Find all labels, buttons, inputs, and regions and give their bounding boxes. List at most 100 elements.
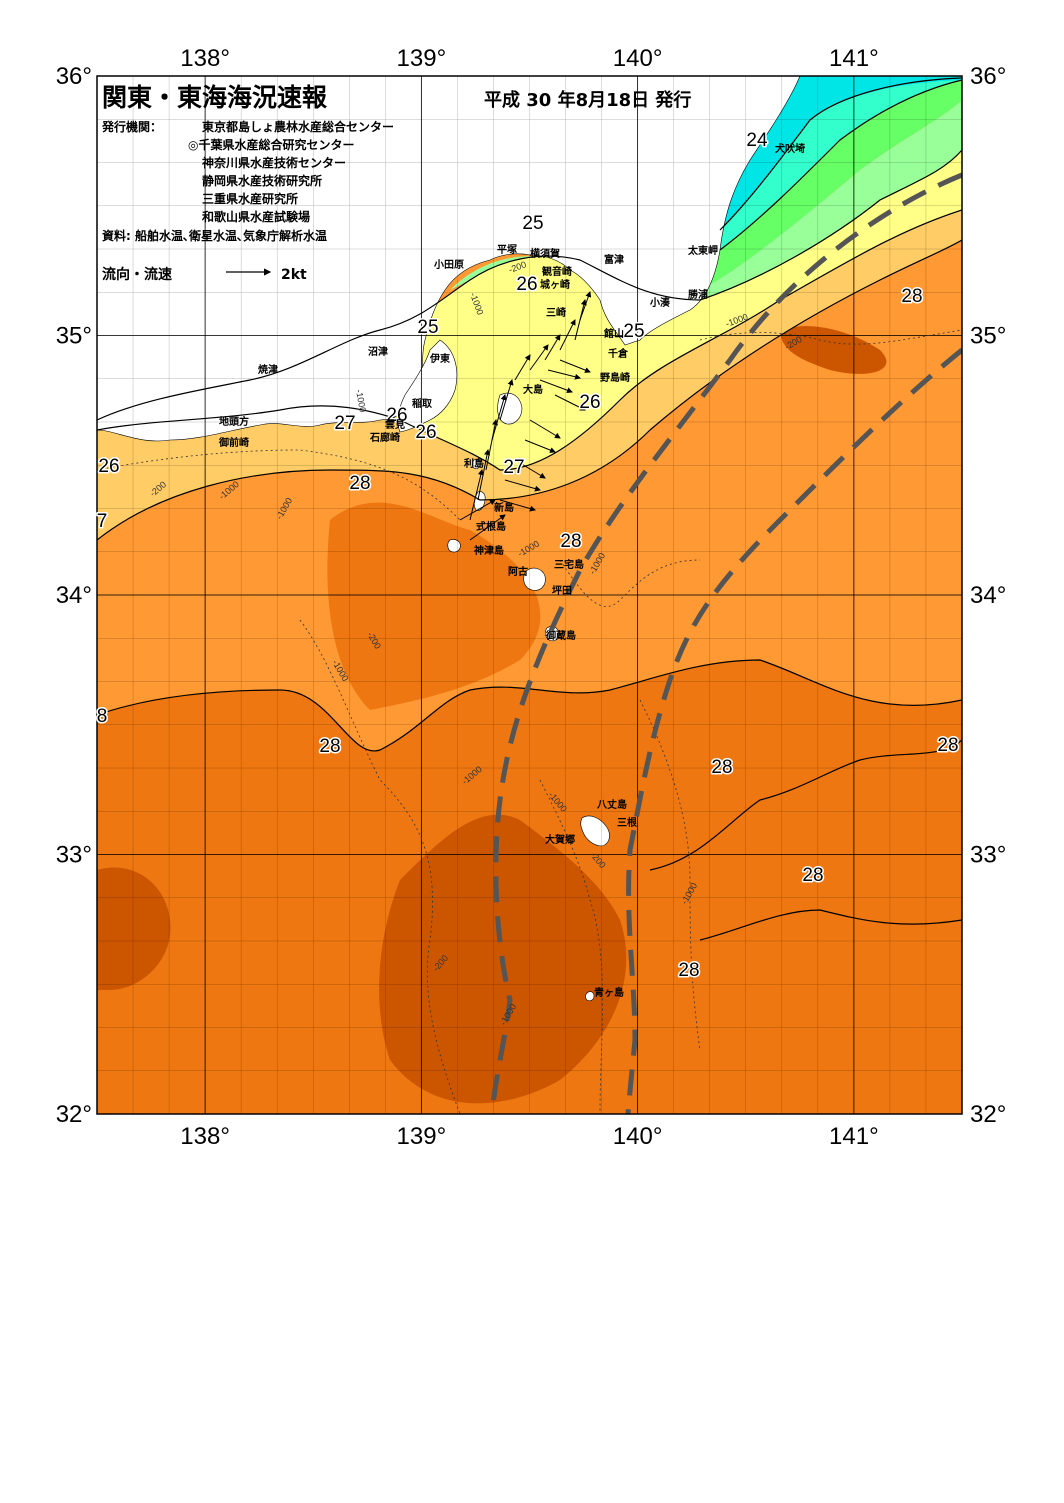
current-arrow	[579, 291, 592, 321]
place-name: 勝浦	[688, 288, 708, 301]
place-name: 小湊	[649, 296, 671, 309]
place-name: 富津	[604, 253, 624, 266]
lat-label-right: 35°	[970, 323, 1006, 350]
legend-value: 2kt	[281, 267, 307, 283]
isotherm-label: 26	[386, 405, 407, 426]
place-name: 坪田	[552, 584, 572, 597]
isotherm-label: 26	[415, 422, 436, 443]
lat-label-right: 34°	[970, 582, 1006, 609]
band-30c-region	[780, 326, 887, 374]
current-arrow	[514, 354, 531, 381]
issue-date: 平成 30 年8月18日 発行	[484, 89, 691, 111]
publisher-item: 和歌山県水産試験場	[201, 209, 310, 224]
place-name: 野島崎	[600, 371, 630, 384]
land-mass	[523, 567, 546, 591]
isotherm-label: 25	[417, 317, 438, 338]
place-name: 御前崎	[218, 436, 249, 449]
isotherm-label: 28	[678, 960, 699, 981]
lon-label-bottom: 141°	[829, 1123, 879, 1150]
isotherm-label: 25	[623, 321, 644, 342]
current-arrow	[499, 499, 536, 512]
current-arrow	[469, 514, 506, 541]
land-mass	[397, 339, 458, 433]
band-24-region	[700, 80, 962, 290]
place-name: 沼津	[368, 345, 388, 358]
isotherm-label: 28	[319, 736, 340, 757]
place-name: 神津島	[474, 544, 504, 557]
lon-label-top: 138°	[180, 45, 230, 72]
place-name: 焼津	[258, 363, 278, 376]
current-arrow	[477, 449, 490, 501]
publisher-item: 東京都島しょ農林水産総合センター	[202, 119, 394, 134]
land-mass	[585, 991, 595, 1002]
isotherm-label: 24	[746, 130, 768, 151]
place-name: 地頭方	[219, 415, 249, 428]
publisher-item: 三重県水産研究所	[202, 191, 298, 206]
place-name: 犬吠埼	[775, 142, 805, 155]
place-name: 利島	[464, 457, 484, 470]
isotherm-label: 7	[97, 511, 108, 532]
current-arrow	[529, 419, 561, 439]
band-cold2-region	[720, 76, 962, 230]
map-frame	[96, 75, 963, 1115]
current-arrow	[559, 359, 591, 373]
place-name: 小田原	[433, 258, 464, 271]
land-mass	[472, 459, 481, 470]
place-name: 御蔵島	[545, 629, 576, 642]
place-name: 伊東	[429, 352, 450, 365]
place-name: 大賀郷	[545, 833, 575, 846]
lon-label-bottom: 138°	[180, 1123, 230, 1150]
data-source: 資料: 船舶水温､衛星水温､気象庁解析水温	[102, 228, 327, 243]
current-arrow	[469, 469, 484, 521]
place-name: 平塚	[497, 243, 517, 256]
lon-label-top: 141°	[829, 45, 879, 72]
isotherm-label: 28	[349, 473, 370, 494]
current-arrow	[504, 479, 541, 492]
publisher-item: ◎千葉県水産総合研究センター	[188, 137, 354, 152]
band-27-region	[97, 210, 962, 540]
place-name: 千倉	[608, 347, 629, 360]
lat-label-left: 34°	[56, 582, 92, 609]
publishers-list: 東京都島しょ農林水産総合センター ◎千葉県水産総合研究センター神奈川県水産技術セン…	[188, 119, 394, 224]
current-vectors	[459, 291, 592, 541]
current-arrow	[559, 319, 576, 351]
place-name: 八丈島	[596, 798, 627, 811]
isotherm-label: 27	[503, 457, 524, 478]
current-arrow	[499, 379, 514, 421]
lat-label-left: 35°	[56, 323, 92, 350]
place-name: 大島	[523, 383, 543, 396]
legend-label: 流向・流速	[102, 266, 172, 283]
isotherm-labels: 24 25 26 25 25 27 26 26 26 26 27 28 28 28 28 28 28 28 28 7 8	[95, 129, 960, 983]
depth-label: -1000	[354, 389, 368, 413]
current-arrow	[485, 419, 498, 471]
land-mass	[447, 539, 461, 553]
place-name: 稲取	[412, 397, 433, 410]
lat-label-left: 32°	[56, 1101, 92, 1128]
current-arrow	[491, 394, 507, 441]
lat-label-right: 32°	[970, 1101, 1006, 1128]
land-mass	[97, 76, 801, 442]
lon-label-top: 140°	[613, 45, 663, 72]
band-25-region	[450, 100, 962, 300]
place-name: 阿古	[508, 565, 528, 578]
place-name: 三崎	[546, 306, 566, 319]
place-name: 三宅島	[554, 558, 584, 571]
current-arrow	[529, 344, 549, 371]
current-arrow	[544, 334, 561, 361]
lat-label-left: 36°	[56, 63, 92, 90]
current-arrow	[547, 369, 581, 380]
isotherm-label: 25	[522, 213, 543, 234]
place-name: 石廊崎	[369, 431, 400, 444]
place-name: 新島	[494, 501, 514, 514]
place-name: 三根	[617, 816, 637, 829]
isotherm-label: 28	[711, 757, 732, 778]
band-cold-region	[720, 78, 962, 250]
place-name: 館山	[603, 327, 624, 340]
land-mass	[580, 815, 610, 847]
lon-label-top: 139°	[397, 45, 447, 72]
isotherm-label: 26	[98, 456, 119, 477]
band-29b-region	[327, 502, 541, 710]
place-name: 太東岬	[687, 244, 718, 257]
lon-label-bottom: 139°	[397, 1123, 447, 1150]
